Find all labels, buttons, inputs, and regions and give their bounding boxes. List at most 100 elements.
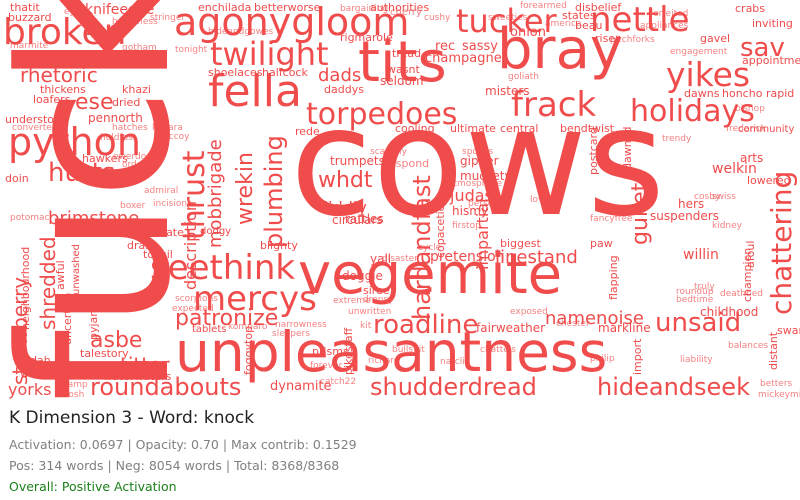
cloud-word: chester bbox=[556, 319, 590, 329]
cloud-word: betters bbox=[760, 379, 793, 389]
cloud-word: hideandgowes bbox=[208, 27, 274, 37]
cloud-word: philip bbox=[590, 354, 615, 364]
cloud-word: champagne bbox=[425, 51, 502, 66]
cloud-word: inviting bbox=[752, 17, 793, 30]
cloud-word: drabs bbox=[127, 239, 158, 252]
cloud-word: daddys bbox=[324, 83, 364, 96]
cloud-word: pennorth bbox=[88, 111, 143, 125]
cloud-word: ewerdood bbox=[113, 152, 158, 162]
cloud-word: uncertain bbox=[61, 292, 74, 345]
cloud-word: goliath bbox=[508, 72, 539, 82]
cloud-word: eyes bbox=[64, 7, 86, 17]
cloud-word: doin bbox=[5, 172, 29, 185]
cloud-word: lowered bbox=[747, 174, 791, 187]
cloud-word: siree bbox=[363, 284, 390, 297]
cloud-word: gavel bbox=[700, 32, 731, 45]
cloud-word: postcard bbox=[587, 127, 600, 175]
cloud-word: scorpions bbox=[175, 294, 218, 304]
cloud-word: yikes bbox=[666, 55, 751, 94]
cloud-word: balances bbox=[728, 341, 769, 351]
cloud-word: riser bbox=[595, 32, 620, 45]
cloud-word: dried bbox=[112, 96, 141, 109]
cloud-word: swamp bbox=[777, 324, 800, 337]
cloud-word: unsaid bbox=[655, 308, 742, 338]
cloud-word: patronize bbox=[175, 306, 279, 331]
cloud-word: fella bbox=[208, 66, 302, 117]
cloud-word: mccoy bbox=[160, 132, 190, 142]
cloud-word: holdfast bbox=[100, 133, 137, 143]
cloud-word: kidney bbox=[712, 221, 742, 231]
cloud-word: bargaining bbox=[340, 4, 389, 14]
cloud-word: liability bbox=[680, 355, 713, 365]
cloud-word: enchilada bbox=[198, 1, 252, 14]
cloud-word: rattles bbox=[345, 212, 384, 226]
cloud-word: bishop bbox=[735, 104, 765, 114]
cloud-word: muckety bbox=[460, 169, 512, 183]
cloud-word: judah bbox=[20, 354, 51, 367]
cloud-word: onion bbox=[510, 25, 546, 40]
cloud-word: roadline bbox=[373, 310, 479, 340]
cloud-word: engagement bbox=[670, 47, 728, 57]
cloud-word: komparo bbox=[228, 322, 268, 332]
cloud-word: seethink bbox=[150, 248, 296, 288]
cloud-word: yorks bbox=[8, 380, 52, 399]
cloud-word: potomac bbox=[10, 213, 50, 223]
cloud-word: cycle bbox=[418, 243, 442, 253]
cloud-word: firstop bbox=[452, 221, 481, 231]
cloud-word: orderly bbox=[122, 160, 154, 170]
cloud-word: shudderdread bbox=[370, 373, 537, 400]
cloud-word: hideandseek bbox=[597, 373, 750, 400]
cloud-word: suspenders bbox=[650, 209, 719, 223]
cloud-word: trendy bbox=[662, 134, 692, 144]
cloud-word: expected bbox=[172, 304, 214, 314]
cloud-word: forever bbox=[310, 361, 343, 371]
cloud-word: afoul bbox=[744, 240, 757, 268]
cloud-word: waterwaters bbox=[103, 370, 172, 383]
cloud-word: exposed bbox=[510, 307, 548, 317]
cloud-word: awful bbox=[54, 260, 67, 290]
cloud-word: tits bbox=[358, 30, 447, 95]
cloud-word: import bbox=[631, 338, 644, 375]
cloud-word: paw bbox=[590, 237, 613, 250]
cloud-word: swiss bbox=[712, 192, 736, 202]
cloud-word: rigmarole bbox=[340, 31, 393, 44]
cloud-word: hers bbox=[678, 197, 705, 211]
cloud-word: personal bbox=[468, 199, 507, 209]
cloud-word: biggest bbox=[500, 237, 541, 250]
cloud-word: arts bbox=[740, 151, 764, 165]
cloud-word: forfeited bbox=[650, 9, 689, 19]
cloud-word: hatches bbox=[112, 123, 148, 133]
cloud-word: fairweather bbox=[476, 321, 546, 335]
cloud-word: dropsy bbox=[363, 295, 394, 305]
cloud-word: beau bbox=[575, 19, 603, 32]
cloud-word: bendtwist bbox=[560, 122, 615, 135]
cloud-word: pitchforks bbox=[610, 35, 655, 45]
cloud-word: richard bbox=[368, 356, 400, 366]
cloud-word: tucker bbox=[456, 2, 557, 40]
cloud-word: authorities bbox=[370, 1, 430, 14]
cloud-word: markline bbox=[598, 321, 651, 335]
cloud-word: dawns bbox=[684, 87, 720, 100]
cloud-word: hurts bbox=[48, 158, 116, 188]
cloud-word: talestory bbox=[80, 347, 129, 360]
cloud-word: trumpets bbox=[330, 154, 385, 168]
cloud-word: willin bbox=[683, 247, 719, 263]
cloud-word: tablets bbox=[192, 324, 227, 335]
cloud-word: sav bbox=[740, 33, 785, 63]
cloud-word: ultimate bbox=[450, 122, 496, 135]
cloud-word: stringer bbox=[150, 13, 186, 23]
cloud-word: neighbourhood bbox=[19, 246, 32, 330]
cloud-word: crabs bbox=[735, 2, 766, 15]
info-panel: K Dimension 3 - Word: knock Activation: … bbox=[9, 408, 789, 494]
cloud-word: sleepers bbox=[272, 329, 310, 339]
cloud-word: namenoise bbox=[545, 308, 644, 329]
cloud-word: rapid bbox=[766, 87, 795, 100]
cloud-word: appointment bbox=[742, 54, 800, 67]
cloud-word: kibosh bbox=[55, 390, 85, 400]
cloud-word: distant bbox=[767, 331, 780, 370]
cloud-word: prisms bbox=[312, 345, 349, 358]
cloud-word: kit bbox=[360, 321, 372, 331]
cloud-word: admiral bbox=[144, 186, 179, 196]
cloud-word: atmosphere bbox=[448, 179, 502, 189]
cloud-word: yall bbox=[370, 252, 392, 266]
